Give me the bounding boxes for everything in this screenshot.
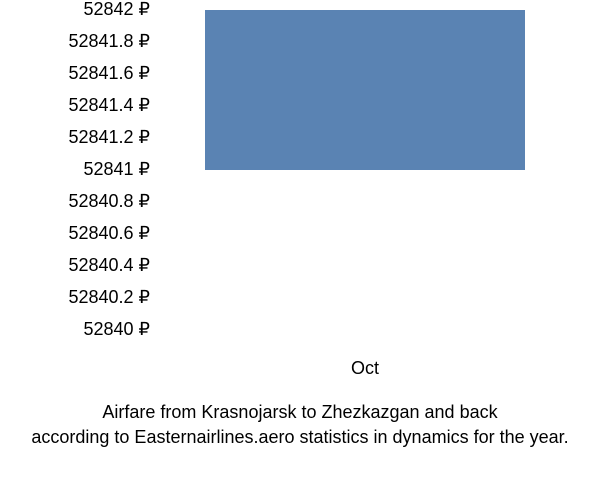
y-axis-label: 52842 ₽: [83, 0, 150, 20]
airfare-chart: Airfare from Krasnojarsk to Zhezkazgan a…: [0, 0, 600, 500]
caption-line-1: Airfare from Krasnojarsk to Zhezkazgan a…: [102, 402, 497, 422]
chart-caption: Airfare from Krasnojarsk to Zhezkazgan a…: [0, 400, 600, 450]
y-axis-label: 52841.2 ₽: [68, 127, 150, 148]
y-axis-label: 52840 ₽: [83, 319, 150, 340]
y-axis-label: 52841.6 ₽: [68, 63, 150, 84]
y-axis-label: 52841.4 ₽: [68, 95, 150, 116]
y-axis-label: 52840.6 ₽: [68, 223, 150, 244]
y-axis-label: 52840.4 ₽: [68, 255, 150, 276]
x-axis-label: Oct: [315, 358, 415, 379]
y-axis-label: 52840.2 ₽: [68, 287, 150, 308]
y-axis-label: 52841 ₽: [83, 159, 150, 180]
caption-line-2: according to Easternairlines.aero statis…: [31, 427, 568, 447]
bar: [205, 10, 525, 170]
y-axis-label: 52840.8 ₽: [68, 191, 150, 212]
y-axis-label: 52841.8 ₽: [68, 31, 150, 52]
